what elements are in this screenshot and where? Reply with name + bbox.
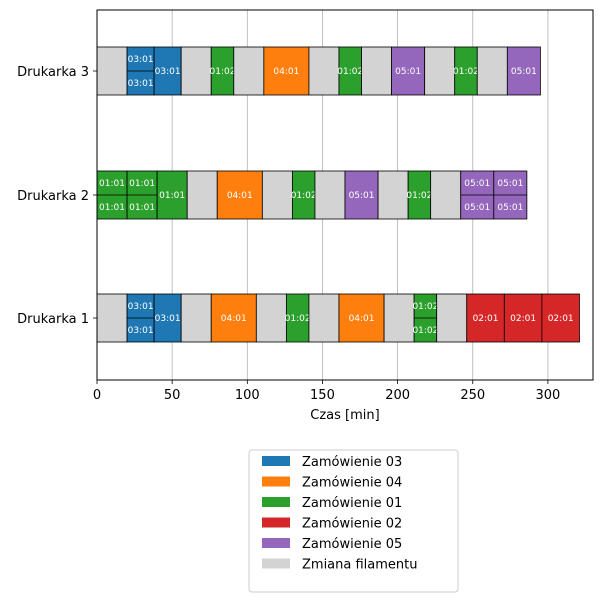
order-segment xyxy=(210,293,257,343)
filament-change-segment xyxy=(476,46,508,96)
order-segment xyxy=(156,170,188,220)
filament-change-segment xyxy=(377,170,409,220)
filament-change-segment xyxy=(308,46,340,96)
order-segment xyxy=(344,170,379,220)
segment-label: 05:01 xyxy=(349,191,375,201)
legend-swatch xyxy=(262,476,290,487)
segment-label: 01:01 xyxy=(99,203,125,213)
segment-label: 01:01 xyxy=(129,203,155,213)
filament-change-segment xyxy=(96,293,128,343)
segment-label: 01:01 xyxy=(129,179,155,189)
order-segment xyxy=(503,293,543,343)
segment-label: 03:01 xyxy=(155,67,181,77)
segment-label: 01:02 xyxy=(412,326,438,336)
filament-change-segment xyxy=(233,46,265,96)
legend-label: Zamówienie 05 xyxy=(302,537,402,552)
segment-label: 05:01 xyxy=(464,203,490,213)
segment-label: 01:02 xyxy=(406,191,432,201)
segment-label: 03:01 xyxy=(128,55,154,65)
segment-label: 03:01 xyxy=(128,302,154,312)
segment-label: 01:02 xyxy=(210,67,236,77)
legend-swatch xyxy=(262,558,290,569)
order-segment xyxy=(506,46,541,96)
x-tick-label: 0 xyxy=(93,388,101,403)
segment-label: 01:01 xyxy=(99,179,125,189)
y-tick-label: Drukarka 3 xyxy=(17,65,89,80)
filament-change-segment xyxy=(314,170,346,220)
order-segment xyxy=(466,293,505,343)
segment-label: 04:01 xyxy=(349,314,375,324)
segment-label: 05:01 xyxy=(497,203,523,213)
segment-label: 05:01 xyxy=(395,67,421,77)
filament-change-segment xyxy=(255,293,287,343)
legend-label: Zamówienie 03 xyxy=(302,455,402,470)
y-tick-label: Drukarka 2 xyxy=(17,189,89,204)
filament-change-segment xyxy=(180,46,212,96)
segment-label: 01:02 xyxy=(285,314,311,324)
segment-label: 01:01 xyxy=(159,191,185,201)
order-segment xyxy=(338,293,385,343)
x-tick-label: 200 xyxy=(385,388,410,403)
y-tick-label: Drukarka 1 xyxy=(17,312,89,327)
order-segment xyxy=(153,46,182,96)
legend: Zamówienie 03 Zamówienie 04 Zamówienie 01 Z… xyxy=(248,449,459,593)
segment-label: 03:01 xyxy=(128,79,154,89)
x-tick-label: 250 xyxy=(460,388,485,403)
filament-change-segment xyxy=(361,46,392,96)
filament-change-segment xyxy=(383,293,415,343)
x-tick-label: 300 xyxy=(535,388,560,403)
legend-swatch xyxy=(262,456,290,466)
legend-swatch xyxy=(262,517,290,528)
filament-change-segment xyxy=(308,293,340,343)
filament-change-segment xyxy=(180,293,212,343)
segment-label: 05:01 xyxy=(511,67,537,77)
legend-label: Zamówienie 01 xyxy=(302,496,402,511)
legend-box xyxy=(248,449,459,593)
segment-label: 03:01 xyxy=(128,326,154,336)
x-axis-label: Czas [min] xyxy=(310,408,379,423)
legend-label: Zamówienie 02 xyxy=(302,517,402,532)
segment-label: 05:01 xyxy=(464,179,490,189)
axis-layer: 0 50 100 150 200 250 300 Drukarka 3 Drukarka 2 Dr… xyxy=(17,65,560,403)
filament-change-segment xyxy=(186,170,218,220)
segment-label: 04:01 xyxy=(273,67,299,77)
filament-change-segment xyxy=(424,46,456,96)
segment-label: 01:02 xyxy=(337,67,363,77)
order-segment xyxy=(216,170,263,220)
order-segment xyxy=(153,293,182,343)
legend-swatch xyxy=(262,538,290,548)
legend-label: Zamówienie 04 xyxy=(302,476,402,491)
legend-swatch xyxy=(262,497,290,507)
segment-label: 05:01 xyxy=(497,179,523,189)
segment-label: 01:02 xyxy=(291,191,317,201)
segment-label: 04:01 xyxy=(221,314,247,324)
segment-label: 01:02 xyxy=(412,302,438,312)
segment-label: 04:01 xyxy=(227,191,253,201)
filament-change-segment xyxy=(430,170,462,220)
x-tick-label: 150 xyxy=(310,388,335,403)
filament-change-segment xyxy=(96,46,128,96)
order-segment xyxy=(541,293,580,343)
segment-label: 02:01 xyxy=(473,314,499,324)
segment-label: 03:01 xyxy=(155,314,181,324)
legend-label: Zmiana filamentu xyxy=(302,558,418,573)
filament-change-segment xyxy=(436,293,468,343)
segment-label: 01:02 xyxy=(453,67,479,77)
filament-change-segment xyxy=(261,170,293,220)
order-segment xyxy=(263,46,310,96)
x-tick-label: 50 xyxy=(164,388,181,403)
x-tick-label: 100 xyxy=(235,388,260,403)
segment-label: 02:01 xyxy=(548,314,574,324)
segment-label: 02:01 xyxy=(510,314,536,324)
